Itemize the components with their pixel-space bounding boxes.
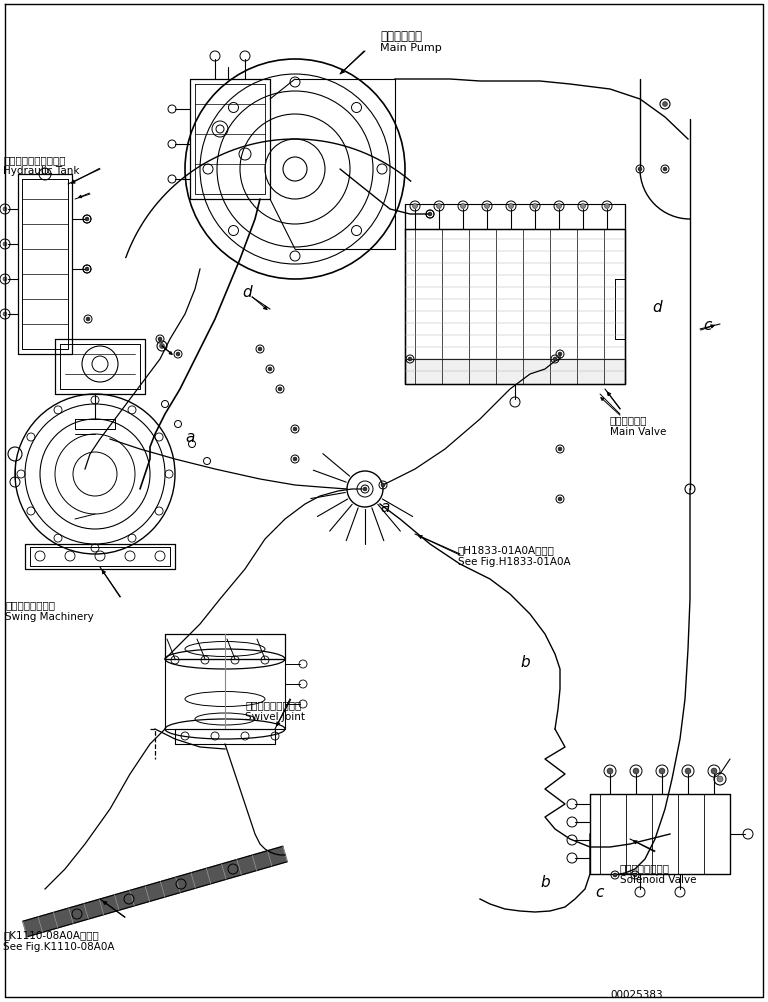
Circle shape	[558, 448, 562, 452]
Text: a: a	[380, 500, 389, 514]
Circle shape	[461, 204, 465, 209]
Circle shape	[685, 769, 691, 775]
Circle shape	[659, 769, 665, 775]
Text: メインバルブ: メインバルブ	[610, 415, 647, 425]
Text: Swivel Joint: Swivel Joint	[245, 711, 305, 721]
Circle shape	[412, 204, 418, 209]
Polygon shape	[23, 847, 287, 937]
Circle shape	[408, 358, 412, 362]
Text: Solenoid Valve: Solenoid Valve	[620, 874, 697, 884]
Circle shape	[268, 368, 272, 372]
Text: Main Valve: Main Valve	[610, 427, 667, 437]
Circle shape	[86, 318, 90, 322]
Circle shape	[717, 777, 723, 783]
Circle shape	[436, 204, 442, 209]
Circle shape	[532, 204, 538, 209]
Circle shape	[85, 268, 89, 272]
Text: b: b	[520, 654, 530, 669]
Circle shape	[278, 388, 282, 392]
Text: Swing Machinery: Swing Machinery	[5, 611, 94, 621]
Text: See Fig.K1110-08A0A: See Fig.K1110-08A0A	[3, 941, 114, 951]
Text: a: a	[185, 430, 194, 445]
Circle shape	[363, 488, 367, 492]
Circle shape	[3, 278, 7, 282]
Circle shape	[613, 873, 617, 877]
Text: d: d	[242, 285, 252, 300]
Polygon shape	[405, 360, 625, 385]
Circle shape	[711, 769, 717, 775]
Circle shape	[3, 207, 7, 211]
Circle shape	[607, 769, 613, 775]
Circle shape	[663, 102, 667, 107]
Circle shape	[558, 498, 562, 501]
Text: メインポンプ: メインポンプ	[380, 30, 422, 43]
Circle shape	[381, 484, 385, 488]
Circle shape	[633, 769, 639, 775]
Text: 第K1110-08A0A図参照: 第K1110-08A0A図参照	[3, 929, 99, 939]
Circle shape	[158, 338, 162, 342]
Text: スイベルジョイント: スイベルジョイント	[245, 699, 301, 709]
Circle shape	[508, 204, 514, 209]
Circle shape	[581, 204, 585, 209]
Text: 00025383: 00025383	[610, 989, 663, 999]
Circle shape	[558, 353, 562, 357]
Circle shape	[293, 458, 297, 462]
Text: 第H1833-01A0A図参照: 第H1833-01A0A図参照	[458, 544, 554, 554]
Text: c: c	[595, 884, 604, 899]
Text: スイングマシナリ: スイングマシナリ	[5, 599, 55, 609]
Text: Main Pump: Main Pump	[380, 43, 442, 53]
Circle shape	[557, 204, 561, 209]
Text: d: d	[652, 300, 661, 315]
Circle shape	[428, 212, 432, 216]
Circle shape	[663, 167, 667, 171]
Text: b: b	[540, 874, 550, 889]
Text: ソレノイドバルブ: ソレノイドバルブ	[620, 862, 670, 872]
Circle shape	[604, 204, 610, 209]
Circle shape	[553, 358, 557, 362]
Circle shape	[485, 204, 489, 209]
Text: ハイドロリックタンク: ハイドロリックタンク	[3, 155, 65, 165]
Circle shape	[176, 353, 180, 357]
Circle shape	[293, 428, 297, 432]
Text: Hydraulic Tank: Hydraulic Tank	[3, 166, 80, 175]
Circle shape	[3, 313, 7, 317]
Circle shape	[3, 242, 7, 246]
Circle shape	[85, 217, 89, 221]
Circle shape	[638, 167, 642, 171]
Circle shape	[633, 873, 637, 877]
Text: c: c	[703, 318, 711, 333]
Text: See Fig.H1833-01A0A: See Fig.H1833-01A0A	[458, 556, 571, 566]
Circle shape	[258, 348, 262, 352]
Circle shape	[160, 344, 164, 349]
